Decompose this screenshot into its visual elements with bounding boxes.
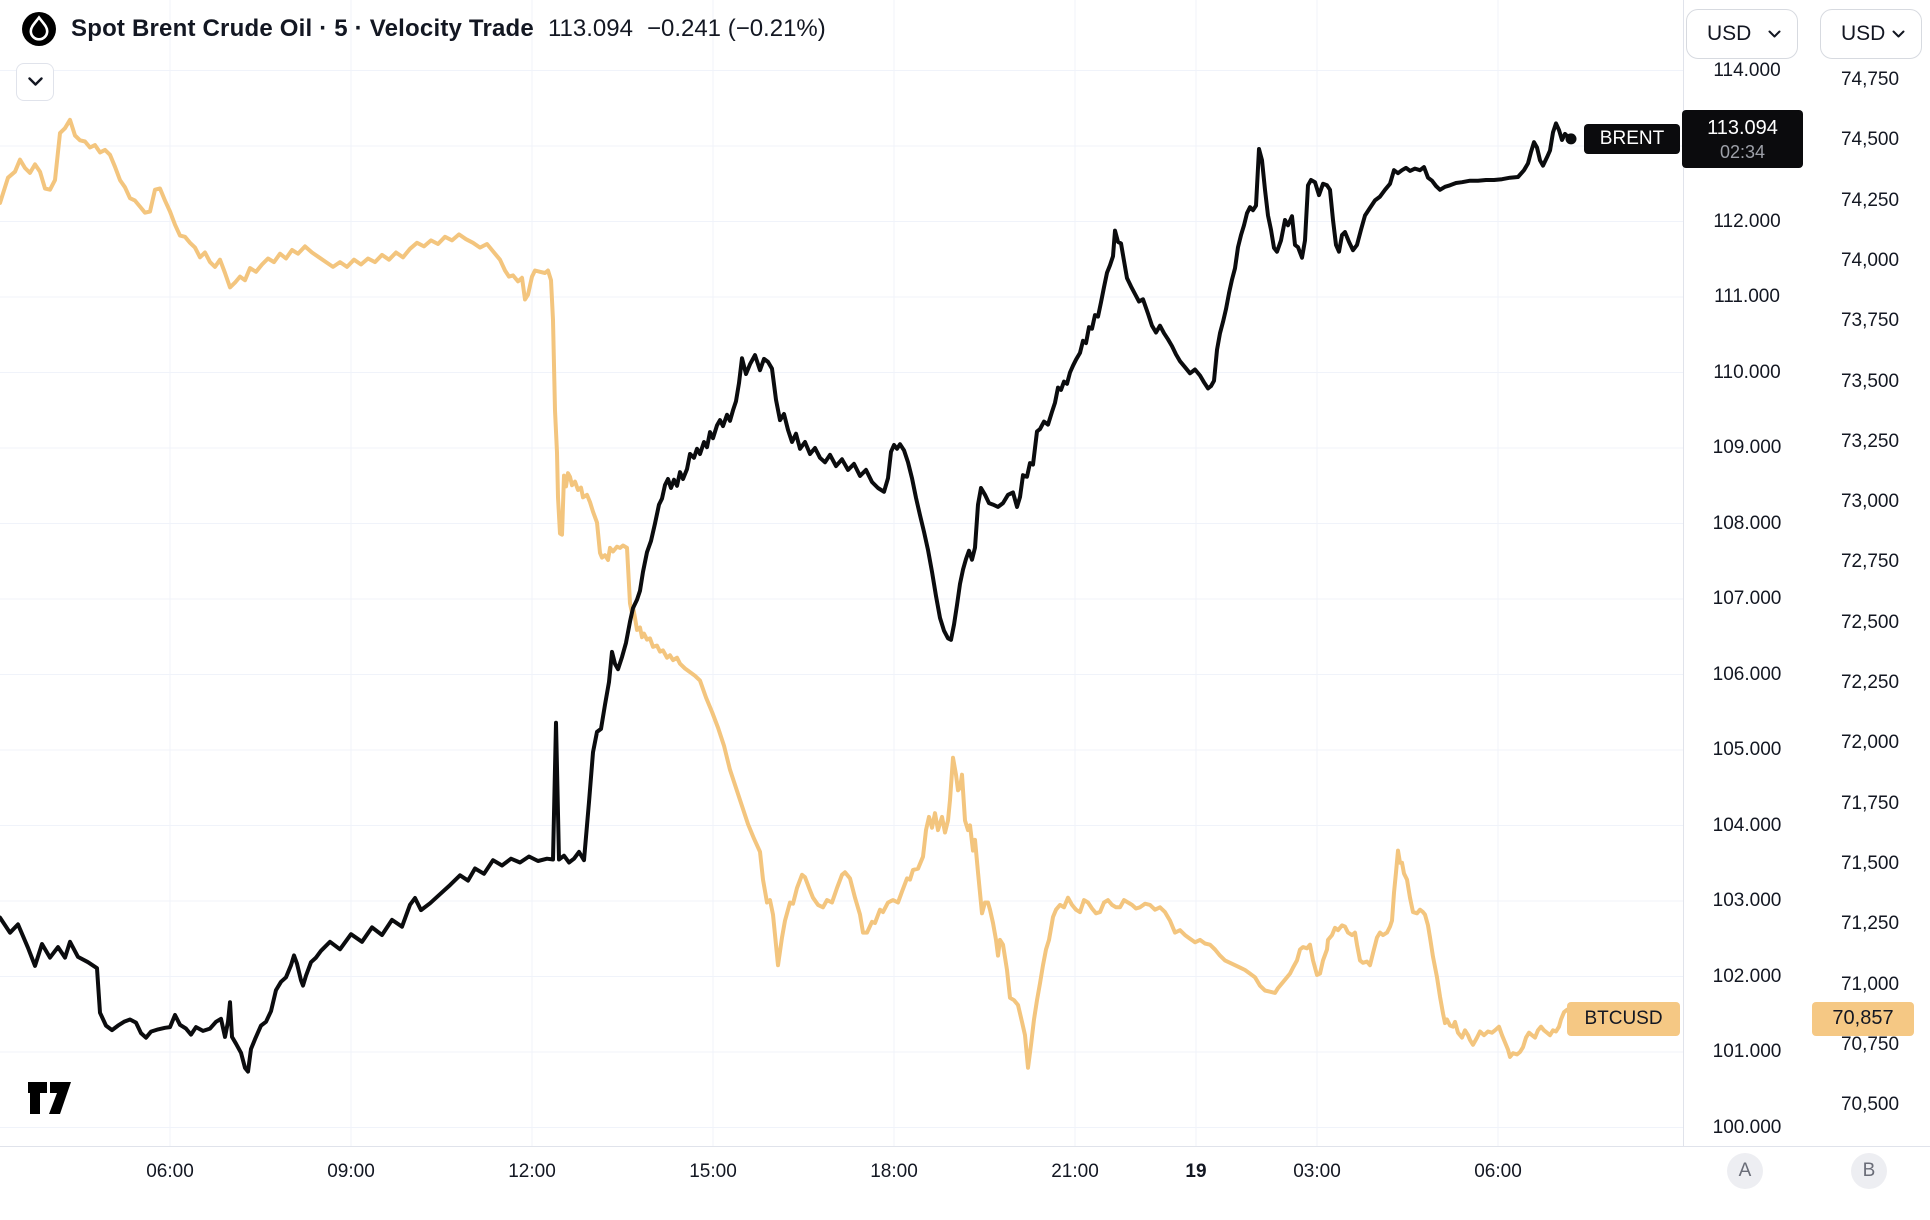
brent-axis-label: 109.000 — [1712, 437, 1782, 458]
brent-axis-label: 106.000 — [1712, 663, 1782, 685]
btcusd-axis-label: 71,000 — [1840, 973, 1900, 995]
brent-axis-label: 111.000 — [1714, 286, 1780, 307]
chevron-down-icon — [27, 77, 43, 86]
brent-axis-label: 110.000 — [1713, 361, 1781, 383]
gridlines — [0, 0, 1683, 1146]
btcusd-axis-label: 72,250 — [1840, 672, 1900, 693]
btcusd-axis-label: 74,500 — [1840, 129, 1900, 151]
time-axis-label: 18:00 — [870, 1161, 918, 1182]
brent-axis-label: 101.000 — [1712, 1041, 1782, 1062]
btcusd-axis-label: 74,750 — [1840, 69, 1900, 90]
btcusd-last-price-value: 70,857 — [1832, 1007, 1894, 1030]
btcusd-axis-label: 73,250 — [1840, 430, 1900, 452]
time-axis-label: 09:00 — [327, 1161, 375, 1182]
btcusd-axis-label: 73,750 — [1840, 310, 1900, 332]
price-scale-border — [1683, 0, 1684, 1146]
brent-axis-label: 103.000 — [1712, 890, 1782, 911]
btcusd-axis-label: 70,750 — [1840, 1033, 1900, 1055]
time-axis-label: 06:00 — [146, 1161, 194, 1182]
currency-select-primary-value: USD — [1707, 22, 1752, 45]
btcusd-axis-label: 74,250 — [1840, 189, 1900, 211]
btcusd-axis-label: 73,500 — [1840, 370, 1900, 392]
brent-axis-label: 105.000 — [1712, 739, 1782, 760]
price-scale-b-button[interactable]: B — [1851, 1153, 1887, 1189]
brent-axis-label: 107.000 — [1712, 588, 1782, 609]
time-axis-border — [0, 1146, 1930, 1147]
brent-last-price-value: 113.094 — [1707, 116, 1778, 139]
btcusd-axis-label: 71,750 — [1840, 792, 1900, 814]
btcusd-axis-label: 72,000 — [1840, 732, 1900, 754]
legend-collapse-button[interactable] — [16, 63, 54, 101]
time-axis[interactable]: A B 06:00 09:00 12:00 15:00 18:00 21:00 19 03:0… — [0, 1147, 1930, 1220]
symbol-title[interactable]: Spot Brent Crude Oil · 5 · Velocity Trad… — [71, 15, 534, 42]
price-scale-a-button[interactable]: A — [1727, 1153, 1763, 1189]
price-change: −0.241 (−0.21%) — [646, 15, 826, 42]
brent-last-price-badge: 113.094 02:34 — [1682, 109, 1803, 168]
currency-select-secondary-value: USD — [1841, 22, 1886, 45]
btcusd-price-axis[interactable]: 74,750 74,500 74,250 74,000 73,750 73,500 73,2… — [1810, 0, 1930, 1146]
btcusd-series-badge: BTCUSD — [1567, 1001, 1680, 1036]
btcusd-axis-label: 71,250 — [1840, 913, 1900, 935]
brent-last-price-dot — [1565, 133, 1577, 145]
brent-axis-label: 114.000 — [1713, 59, 1781, 81]
time-axis-label: 19 — [1185, 1161, 1207, 1182]
chart-legend: Spot Brent Crude Oil · 5 · Velocity Trad… — [21, 11, 826, 47]
brent-axis-label: 112.000 — [1713, 210, 1781, 232]
currency-select-secondary[interactable]: USD — [1820, 9, 1922, 59]
last-price: 113.094 — [547, 15, 633, 42]
btcusd-axis-label: 72,750 — [1840, 551, 1900, 573]
chevron-down-icon — [1768, 30, 1781, 37]
brent-price-axis[interactable]: 114.000 112.000 111.000 110.000 109.000 108.0… — [1684, 0, 1810, 1146]
brent-axis-label: 104.000 — [1712, 814, 1782, 836]
brent-oil-symbol-icon — [22, 12, 56, 46]
btcusd-axis-label: 73,000 — [1840, 491, 1900, 513]
brent-axis-label: 100.000 — [1712, 1116, 1782, 1138]
series-line-brent — [0, 121, 1573, 1074]
brent-bar-countdown: 02:34 — [1719, 141, 1766, 162]
time-axis-label: 06:00 — [1474, 1161, 1522, 1182]
brent-axis-label: 108.000 — [1712, 512, 1782, 534]
btcusd-last-price-badge: 70,857 — [1812, 1001, 1914, 1036]
chevron-down-icon — [1892, 30, 1905, 37]
brent-axis-label: 102.000 — [1712, 965, 1782, 987]
btcusd-axis-label: 74,000 — [1840, 249, 1900, 271]
btcusd-axis-label: 71,500 — [1840, 852, 1900, 874]
time-axis-label: 15:00 — [689, 1161, 737, 1182]
time-axis-label: 12:00 — [508, 1161, 556, 1182]
time-axis-label: 03:00 — [1293, 1161, 1341, 1182]
brent-series-badge-label: BRENT — [1599, 127, 1665, 149]
series-line-btcusd — [0, 117, 1578, 1070]
btcusd-series-badge-label: BTCUSD — [1584, 1007, 1663, 1029]
time-axis-label: 21:00 — [1051, 1161, 1099, 1182]
brent-series-badge: BRENT — [1584, 123, 1680, 154]
btcusd-axis-label: 70,500 — [1840, 1094, 1900, 1116]
btcusd-axis-label: 72,500 — [1840, 611, 1900, 633]
tradingview-logo[interactable] — [26, 1076, 74, 1120]
currency-select-primary[interactable]: USD — [1686, 9, 1798, 59]
